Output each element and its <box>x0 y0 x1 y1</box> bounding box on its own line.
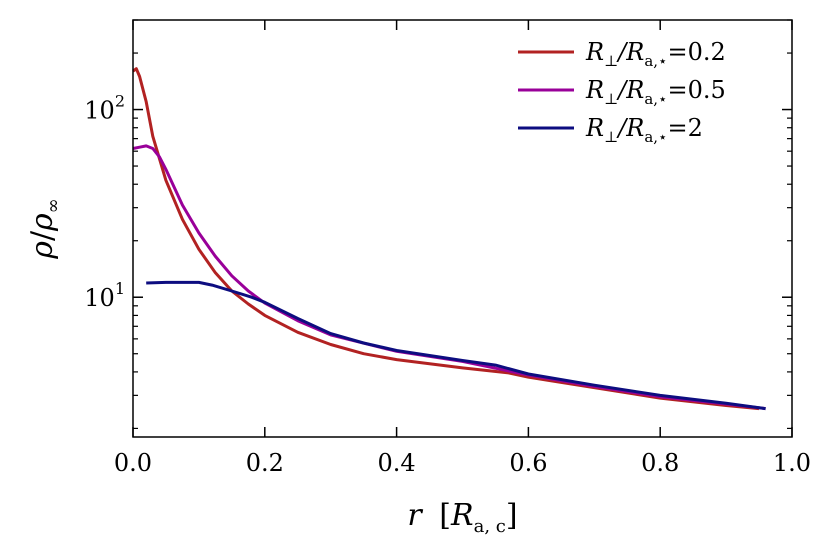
y-tick-label: 101 <box>84 279 125 312</box>
x-tick-label: 0.8 <box>641 449 679 477</box>
x-tick-label: 0.6 <box>509 449 547 477</box>
x-axis-label-sub: a, c <box>474 516 506 537</box>
x-tick-label: 0.0 <box>114 449 152 477</box>
x-axis-label-var: r <box>407 498 423 533</box>
series-layer <box>132 67 766 411</box>
y-axis-label-slash: / <box>25 230 60 241</box>
y-axis-label-sub: ∞ <box>43 198 64 213</box>
series-line-3 <box>146 280 766 411</box>
x-axis-label-close: ] <box>506 498 518 533</box>
series-line-2 <box>132 144 766 411</box>
x-tick-label: 0.2 <box>246 449 284 477</box>
y-axis-label-num: ρ <box>25 241 60 260</box>
x-axis-label-open: [ <box>439 498 451 533</box>
ticks-layer: 0.0 0.2 0.4 0.6 0.8 1.0 101 102 <box>84 19 811 477</box>
plot-frame <box>132 19 793 438</box>
legend: R⊥/Ra,⋆=0.2 R⊥/Ra,⋆=0.5 R⊥/Ra,⋆=2 <box>518 38 726 146</box>
x-axis-label: r [Ra, c] <box>407 498 517 537</box>
plot-area: 0.0 0.2 0.4 0.6 0.8 1.0 101 102 <box>84 19 811 477</box>
y-axis-label-den: ρ <box>25 213 60 232</box>
legend-label-1: R⊥/Ra,⋆=0.2 <box>585 38 726 70</box>
x-tick-label: 0.4 <box>378 449 416 477</box>
x-axis-label-unit: R <box>450 498 474 533</box>
y-tick-label: 102 <box>84 92 125 125</box>
y-axis-label: ρ/ρ∞ <box>25 198 64 259</box>
series-line-1 <box>132 67 760 411</box>
x-tick-label: 1.0 <box>773 449 811 477</box>
legend-label-3: R⊥/Ra,⋆=2 <box>585 114 703 146</box>
legend-label-2: R⊥/Ra,⋆=0.5 <box>585 76 726 108</box>
